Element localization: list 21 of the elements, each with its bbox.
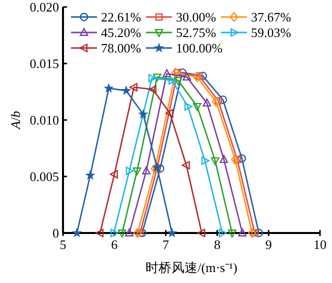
y-tick-label: 0 [52,226,59,240]
y-axis-title: A/b [8,110,23,130]
x-tick-label: 5 [60,237,66,252]
legend-label: 52.75% [176,25,216,40]
y-tick-label: 0.010 [30,112,59,128]
y-tick-label: 0.020 [30,0,59,14]
x-tick-label: 10 [314,237,326,252]
legend-label: 22.61% [101,10,142,24]
x-tick-label: 9 [265,237,272,252]
y-tick-label: 0.015 [30,56,59,71]
x-tick-label: 7 [162,237,170,252]
legend-label: 30.00% [176,10,216,24]
legend-label: 45.20% [101,25,142,40]
y-tick-label: 0.005 [30,169,59,184]
x-tick-label: 8 [214,237,220,252]
legend-label: 100.00% [176,40,223,56]
x-axis-title: 时桥风速/(m·s⁻¹) [146,260,238,275]
legend-label: 37.67% [251,10,292,24]
legend-label: 78.00% [101,40,142,56]
legend-label: 59.03% [251,25,292,40]
x-tick-label: 6 [111,237,118,252]
